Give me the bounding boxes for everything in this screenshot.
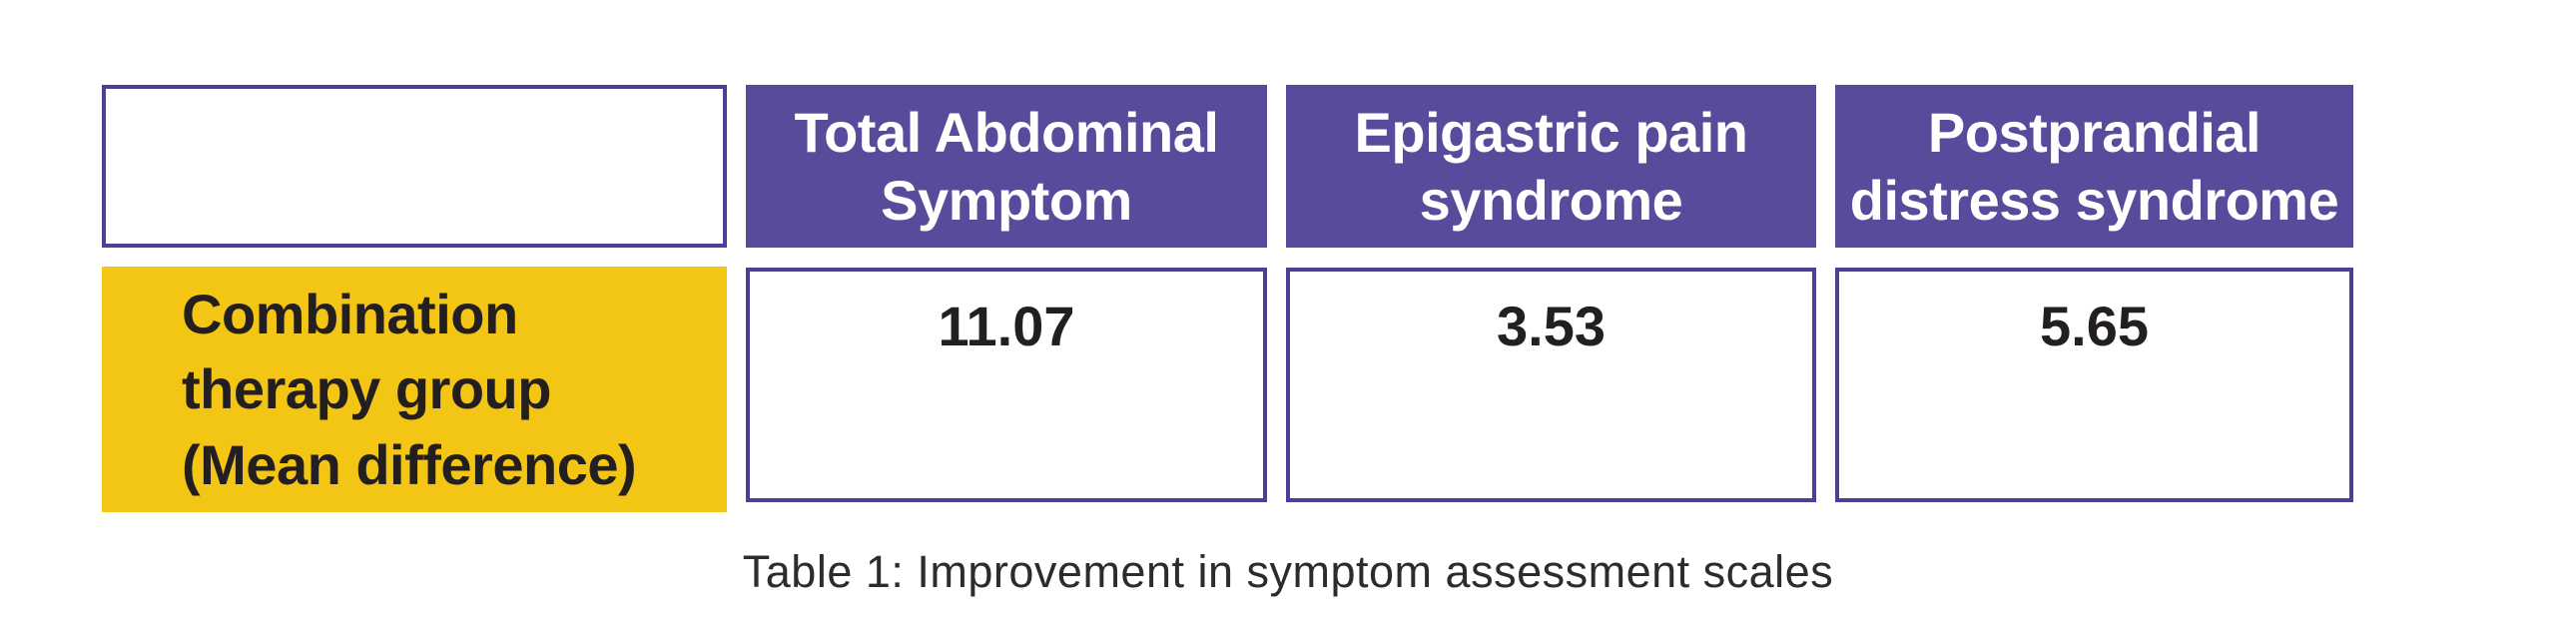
column-header-epigastric-pain-syndrome: Epigastric pain syndrome [1286,85,1816,248]
table-corner-cell [102,85,727,248]
column-header-total-abdominal-symptom: Total Abdominal Symptom [746,85,1267,248]
cell-value: 5.65 [2040,295,2149,357]
value-cell-epigastric-pain-syndrome: 3.53 [1286,268,1816,502]
column-header-label: Epigastric pain syndrome [1354,101,1748,232]
column-header-postprandial-distress-syndrome: Postprandial distress syndrome [1835,85,2353,248]
value-cell-total-abdominal-symptom: 11.07 [746,268,1267,502]
symptom-assessment-table: Total Abdominal Symptom Epigastric pain … [102,85,2353,512]
row-label-text: Combination therapy group (Mean differen… [182,282,637,496]
table-caption: Table 1: Improvement in symptom assessme… [742,546,1834,597]
value-cell-postprandial-distress-syndrome: 5.65 [1835,268,2353,502]
column-header-label: Postprandial distress syndrome [1849,101,2339,232]
cell-value: 3.53 [1497,295,1606,357]
cell-value: 11.07 [938,295,1075,357]
column-header-label: Total Abdominal Symptom [794,101,1219,232]
row-label-combination-therapy-group: Combination therapy group (Mean differen… [102,267,727,512]
